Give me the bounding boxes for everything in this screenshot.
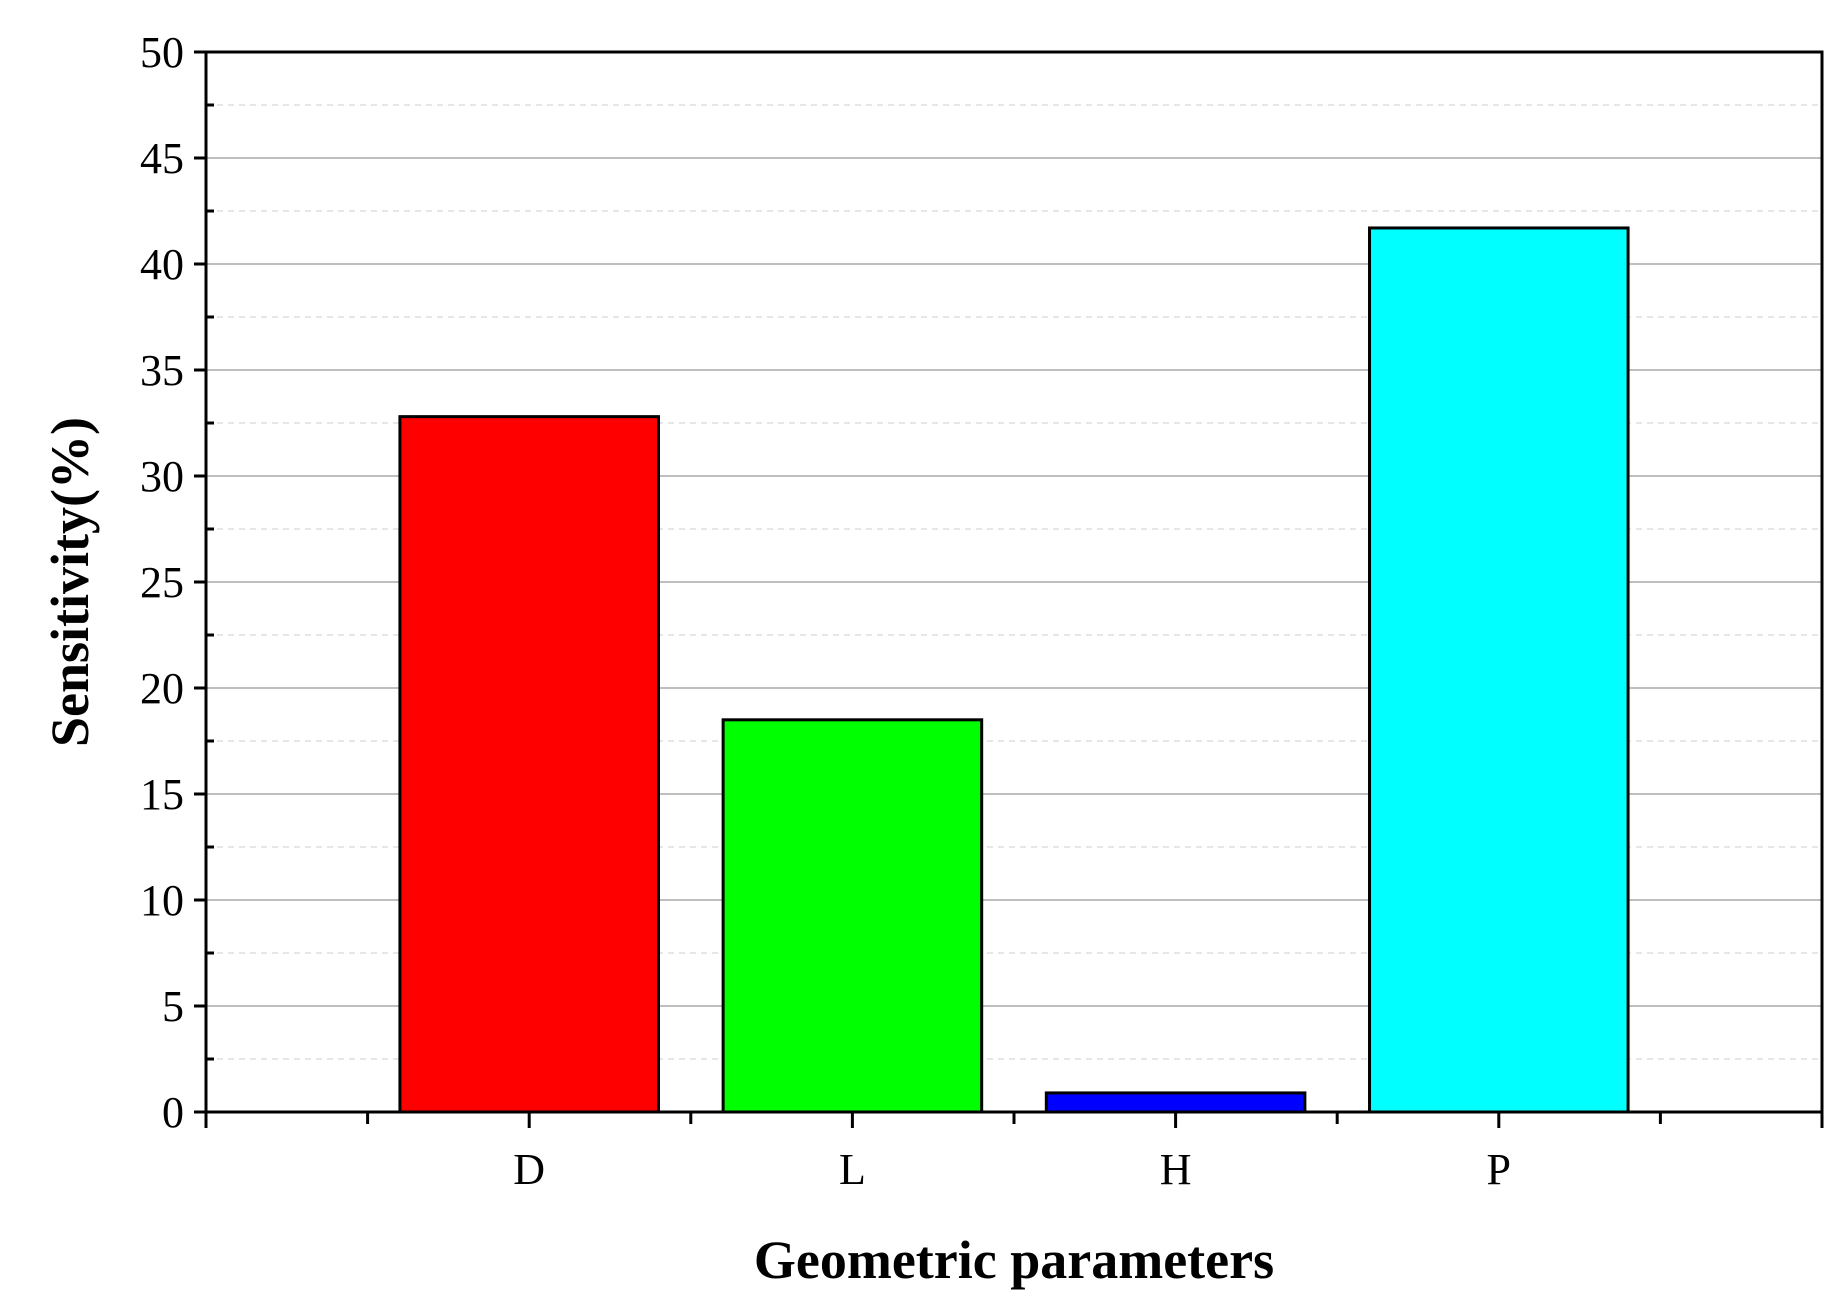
x-tick-label: H xyxy=(1160,1145,1192,1194)
y-tick-label: 0 xyxy=(162,1088,184,1137)
bar-d xyxy=(398,415,660,1114)
y-tick-label: 5 xyxy=(162,982,184,1031)
bar-p xyxy=(1368,226,1630,1114)
x-tick-label: P xyxy=(1487,1145,1511,1194)
x-axis-title: Geometric parameters xyxy=(754,1230,1274,1290)
y-tick-label: 45 xyxy=(140,134,184,183)
x-tick-label: D xyxy=(513,1145,545,1194)
y-tick-labels: 0 5 10 15 20 25 30 35 40 45 50 xyxy=(140,28,184,1137)
y-tick-label: 30 xyxy=(140,452,184,501)
y-tick-label: 35 xyxy=(140,346,184,395)
bar-l xyxy=(721,718,984,1114)
x-tick-label: L xyxy=(839,1145,866,1194)
y-tick-label: 20 xyxy=(140,664,184,713)
y-tick-label: 10 xyxy=(140,876,184,925)
bar-h xyxy=(1044,1091,1307,1114)
y-tick-label: 15 xyxy=(140,770,184,819)
y-tick-label: 40 xyxy=(140,240,184,289)
y-tick-label: 25 xyxy=(140,558,184,607)
y-tick-label: 50 xyxy=(140,28,184,77)
bars xyxy=(398,226,1630,1114)
axis-ticks xyxy=(194,50,1824,1128)
y-axis-title: Sensitivity(%) xyxy=(40,417,100,747)
